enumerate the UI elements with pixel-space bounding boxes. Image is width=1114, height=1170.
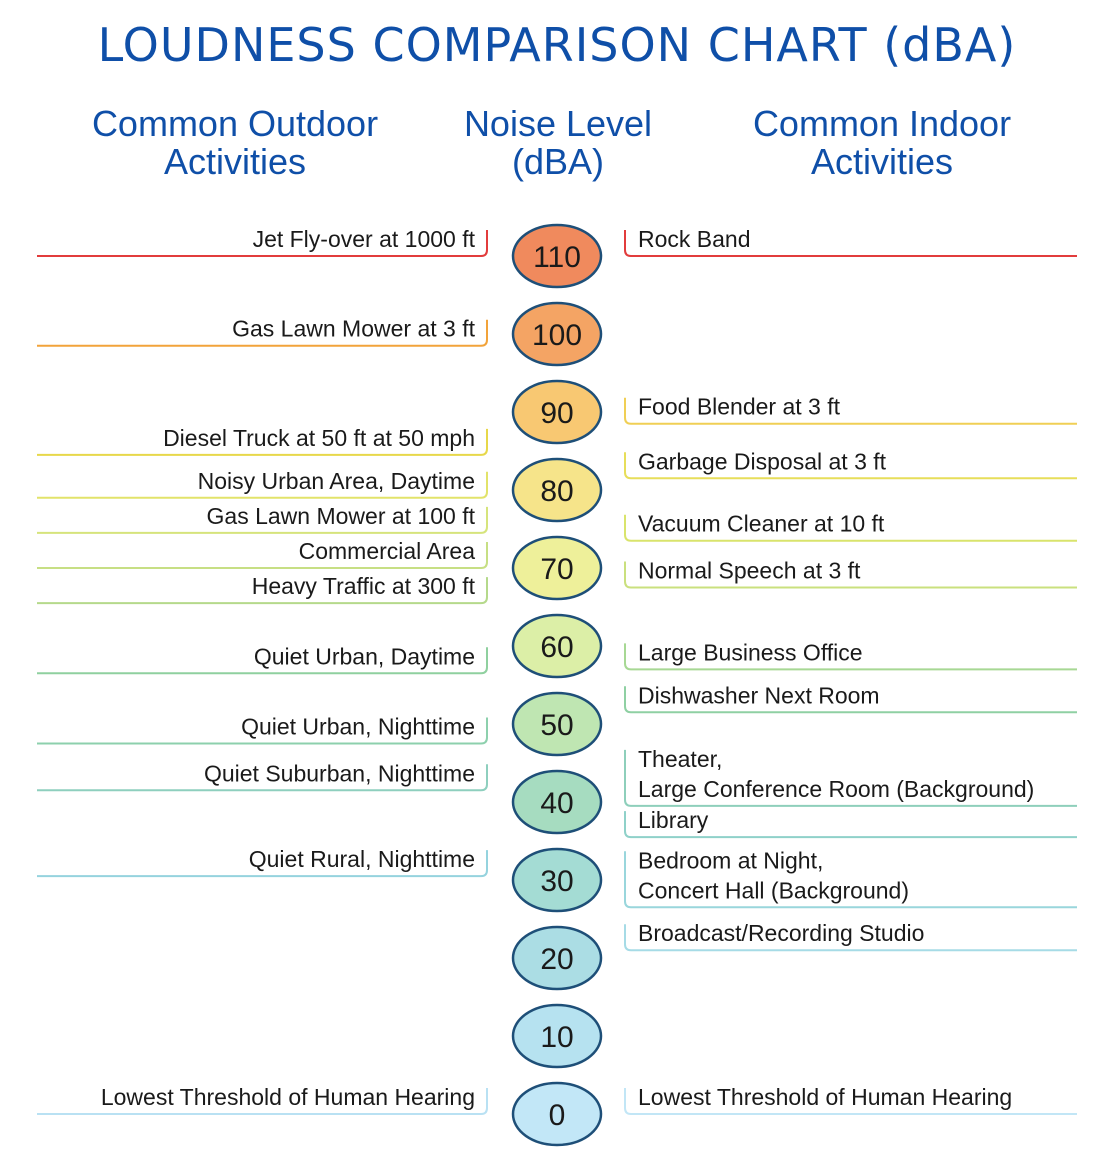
outdoor-item-label-9: Quiet Suburban, Nighttime [204,760,475,786]
outdoor-item-label-8: Quiet Urban, Nighttime [241,714,475,740]
level-label-10: 10 [540,1021,573,1054]
indoor-item-label-10: Broadcast/Recording Studio [638,920,924,946]
indoor-line-8 [624,811,1077,839]
indoor-item-label-9-line-0: Bedroom at Night, [638,847,823,873]
indoor-item-label-4: Normal Speech at 3 ft [638,558,861,584]
outdoor-item-label-1: Gas Lawn Mower at 3 ft [232,316,475,342]
indoor-column-header: Common Indoor Activities [712,105,1052,181]
level-bubble-110 [511,223,603,289]
indoor-item-label-8: Library [638,807,709,833]
outdoor-line-7 [37,647,488,675]
indoor-line-6 [624,686,1077,714]
outdoor-line-0 [37,230,488,257]
outdoor-line-11 [37,1088,488,1115]
level-label-0: 0 [549,1099,566,1132]
indoor-line-1 [624,397,1077,425]
level-label-20: 20 [540,943,573,976]
outdoor-item-label-7: Quiet Urban, Daytime [254,643,475,669]
indoor-item-label-11: Lowest Threshold of Human Hearing [638,1084,1012,1110]
indoor-item-label-9-line-1: Concert Hall (Background) [638,877,909,903]
outdoor-line-9 [37,764,488,792]
outdoor-line-4 [37,506,488,534]
outdoor-item-label-5: Commercial Area [299,538,476,564]
indoor-item-label-2: Garbage Disposal at 3 ft [638,448,887,474]
level-bubble-100 [511,301,603,367]
outdoor-item-label-11: Lowest Threshold of Human Hearing [101,1084,475,1110]
indoor-line-3 [624,514,1077,542]
indoor-header-line-1: Common Indoor [752,103,1012,144]
level-label-50: 50 [540,709,573,742]
outdoor-line-5 [37,542,488,569]
indoor-line-5 [624,643,1077,671]
outdoor-line-8 [37,717,488,745]
outdoor-line-2 [37,428,488,456]
outdoor-item-label-6: Heavy Traffic at 300 ft [252,573,476,599]
outdoor-item-label-3: Noisy Urban Area, Daytime [198,468,475,494]
indoor-item-label-6: Dishwasher Next Room [638,682,880,708]
indoor-item-label-0: Rock Band [638,226,751,252]
noise-level-header-line-1: Noise Level [463,103,653,144]
level-label-110: 110 [533,241,581,274]
level-bubble-70 [511,535,603,601]
outdoor-header-line-2: Activities [163,141,307,182]
indoor-item-label-3: Vacuum Cleaner at 10 ft [638,511,885,537]
level-bubble-80 [511,457,603,523]
indoor-item-label-1: Food Blender at 3 ft [638,394,841,420]
level-bubble-60 [511,613,603,679]
level-label-80: 80 [540,475,573,508]
outdoor-item-label-10: Quiet Rural, Nighttime [249,846,475,872]
outdoor-column-header: Common Outdoor Activities [60,105,410,181]
level-label-70: 70 [540,553,573,586]
indoor-item-label-5: Large Business Office [638,639,863,665]
indoor-item-label-7-line-0: Theater, [638,746,722,772]
indoor-line-11 [624,1088,1077,1115]
level-bubble-50 [511,691,603,757]
level-bubble-30 [511,847,603,913]
outdoor-line-3 [37,471,488,499]
noise-level-header-line-2: (dBA) [511,141,605,182]
indoor-line-7 [624,749,1077,807]
outdoor-item-label-0: Jet Fly-over at 1000 ft [253,226,476,252]
indoor-line-4 [624,561,1077,589]
level-bubble-0 [511,1081,603,1147]
indoor-item-label-7-line-1: Large Conference Room (Background) [638,776,1034,802]
level-label-100: 100 [532,319,582,352]
indoor-line-9 [624,851,1077,909]
noise-level-column-header: Noise Level (dBA) [448,105,668,181]
level-label-30: 30 [540,865,573,898]
outdoor-line-6 [37,577,488,605]
indoor-header-line-2: Activities [810,141,954,182]
level-bubble-40 [511,769,603,835]
level-bubble-20 [511,925,603,991]
outdoor-item-label-4: Gas Lawn Mower at 100 ft [207,503,476,529]
outdoor-header-line-1: Common Outdoor [91,103,379,144]
indoor-line-0 [624,230,1077,257]
level-label-40: 40 [540,787,573,820]
outdoor-item-label-2: Diesel Truck at 50 ft at 50 mph [163,425,475,451]
level-label-90: 90 [540,397,573,430]
outdoor-line-1 [37,319,488,347]
level-bubble-90 [511,379,603,445]
level-bubble-10 [511,1003,603,1069]
chart-title: LOUDNESS COMPARISON CHART (dBA) [97,18,1017,72]
indoor-line-2 [624,452,1077,480]
indoor-line-10 [624,924,1077,952]
outdoor-line-10 [37,850,488,878]
level-label-60: 60 [540,631,573,664]
